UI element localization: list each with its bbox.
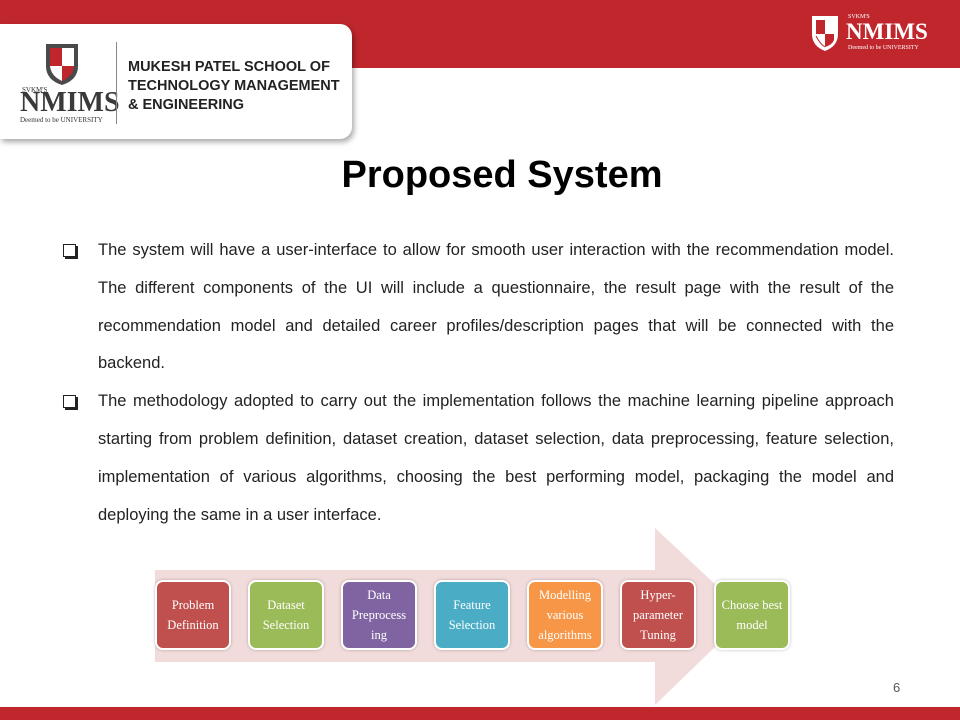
nmims-shield-icon — [812, 16, 838, 51]
step-box: Feature Selection — [434, 580, 510, 650]
school-logo-card: SVKM'S NMIMS Deemed to be UNIVERSITY MUK… — [0, 24, 352, 139]
bullet-list: The system will have a user-interface to… — [63, 232, 894, 534]
bullet-item: The system will have a user-interface to… — [63, 232, 894, 383]
nmims-wordmark: NMIMS — [20, 87, 120, 118]
step-box: Problem Definition — [155, 580, 231, 650]
step-label: Choose best model — [721, 598, 783, 632]
university-tagline: Deemed to be UNIVERSITY — [20, 116, 103, 124]
university-tagline: Deemed to be UNIVERSITY — [848, 45, 919, 51]
step-box: Hyper- parameter Tuning — [620, 580, 696, 650]
step-box: Dataset Selection — [248, 580, 324, 650]
logo-divider — [116, 42, 117, 124]
step-box: Choose best model — [714, 580, 790, 650]
checkbox-bullet-icon — [63, 395, 76, 409]
bullet-text: The methodology adopted to carry out the… — [98, 392, 894, 524]
school-name-line: MUKESH PATEL SCHOOL OF — [128, 59, 330, 75]
step-label: Hyper- parameter Tuning — [633, 588, 683, 642]
bullet-item: The methodology adopted to carry out the… — [63, 383, 894, 534]
page-number: 6 — [893, 680, 901, 695]
school-name-line: & ENGINEERING — [128, 97, 245, 113]
footer-band — [0, 707, 960, 720]
step-label: Modelling various algorithms — [538, 588, 592, 642]
step-label: Dataset Selection — [262, 598, 310, 632]
slide-title: Proposed System — [341, 154, 663, 196]
nmims-wordmark: NMIMS — [846, 19, 928, 44]
school-name: MUKESH PATEL SCHOOL OF TECHNOLOGY MANAGE… — [128, 58, 340, 115]
svkm-label: SVKM'S — [22, 86, 48, 94]
step-label: Problem Definition — [167, 598, 219, 632]
step-label: Feature Selection — [448, 598, 496, 632]
step-box: Data Preprocess ing — [341, 580, 417, 650]
checkbox-bullet-icon — [63, 244, 76, 257]
bullet-text: The system will have a user-interface to… — [98, 241, 894, 373]
step-box: Modelling various algorithms — [527, 580, 603, 650]
step-label: Data Preprocess ing — [351, 588, 407, 642]
school-name-line: TECHNOLOGY MANAGEMENT — [128, 78, 340, 94]
nmims-shield-icon — [46, 44, 78, 85]
svkm-label: SVKM'S — [848, 14, 870, 20]
